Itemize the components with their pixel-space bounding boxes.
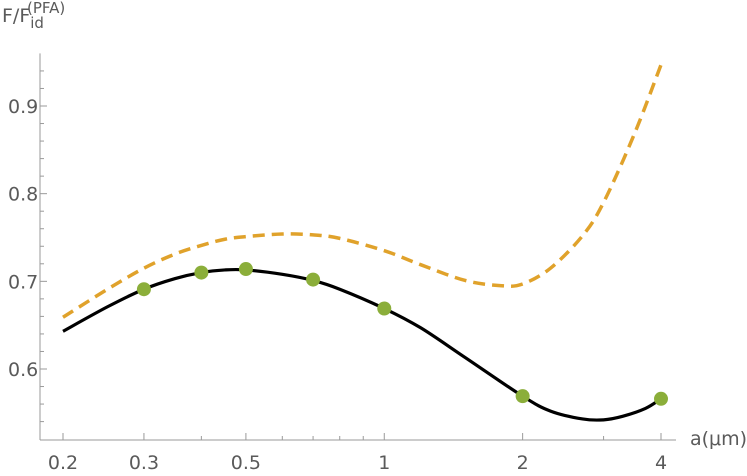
x-tick-label: 4 (655, 452, 667, 474)
axes (39, 53, 676, 441)
dashed-series-line (62, 64, 663, 319)
y-tick-label: 0.6 (8, 359, 38, 381)
y-tick-label: 0.7 (8, 271, 38, 293)
solid-series-line (62, 267, 662, 422)
data-point (238, 262, 253, 277)
x-tick-label: 0.2 (48, 452, 78, 474)
y-axis-title: F/Fid(PFA) (2, 0, 65, 32)
x-tick-label: 2 (517, 452, 529, 474)
data-point (306, 272, 321, 287)
x-tick-label: 0.5 (231, 452, 261, 474)
data-point (654, 391, 668, 406)
data-point (515, 389, 530, 404)
data-point (194, 265, 209, 280)
y-axis-title-subscript: id (30, 14, 44, 32)
data-point (377, 301, 392, 316)
y-tick-label: 0.9 (8, 96, 38, 118)
plot-area (62, 64, 668, 422)
y-axis-title-main: F/F (2, 5, 30, 27)
x-axis-title: a(μm) (690, 428, 747, 450)
x-tick-label: 1 (378, 452, 390, 474)
y-tick-label: 0.8 (8, 184, 38, 206)
x-tick-label: 0.3 (129, 452, 159, 474)
data-point (136, 282, 151, 297)
y-axis-title-superscript: (PFA) (27, 0, 65, 17)
ticks: 0.2 0.3 0.5 1 2 4 0.6 0.7 0.8 0.9 (8, 70, 667, 474)
